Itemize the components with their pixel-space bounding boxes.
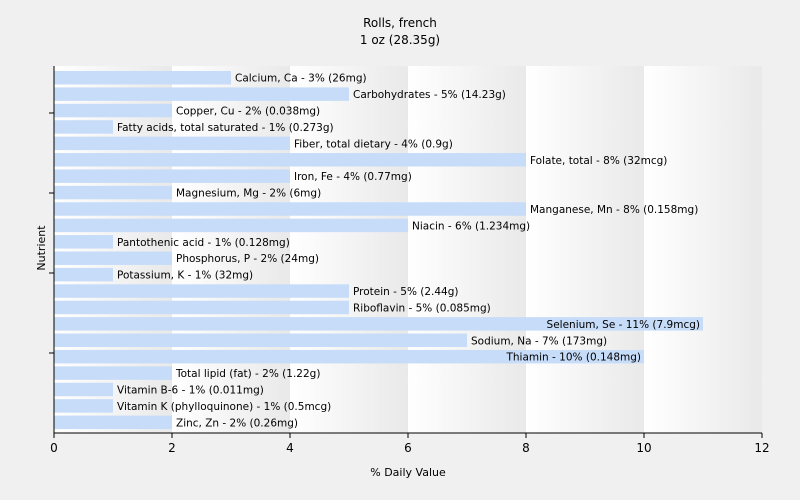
- bar-label: Vitamin K (phylloquinone) - 1% (0.5mcg): [117, 401, 331, 413]
- bar-label: Total lipid (fat) - 2% (1.22g): [175, 368, 320, 380]
- bar-label: Folate, total - 8% (32mcg): [530, 155, 667, 167]
- axes-group: 0 2 4 6 8 10 12: [49, 66, 770, 455]
- bar: [54, 71, 231, 85]
- chart-title: Rolls, french: [363, 16, 437, 30]
- bar: [54, 382, 113, 397]
- bar-label: Selenium, Se - 11% (7.9mcg): [547, 319, 700, 331]
- bar: [54, 349, 644, 364]
- bar-label: Riboflavin - 5% (0.085mg): [353, 302, 491, 314]
- bar-label: Fiber, total dietary - 4% (0.9g): [294, 138, 453, 150]
- x-tick-label: 12: [754, 441, 769, 455]
- bar: [54, 103, 172, 118]
- bar-label: Copper, Cu - 2% (0.038mg): [176, 106, 320, 118]
- x-tick-label: 8: [522, 441, 530, 455]
- bar: [54, 235, 113, 249]
- bar: [54, 267, 113, 282]
- bar-label: Fatty acids, total saturated - 1% (0.273…: [117, 122, 334, 134]
- bar: [54, 185, 172, 200]
- bar: [54, 153, 526, 167]
- chart-subtitle: 1 oz (28.35g): [360, 33, 440, 47]
- grid-band: [172, 66, 290, 433]
- y-axis-label: Nutrient: [35, 225, 48, 271]
- bar: [54, 120, 113, 134]
- bar: [54, 366, 172, 380]
- x-axis-label: % Daily Value: [370, 466, 446, 479]
- bar: [54, 169, 290, 183]
- bars-group: Calcium, Ca - 3% (26mg) Carbohydrates - 5…: [54, 71, 703, 429]
- bar-label: Protein - 5% (2.44g): [353, 286, 459, 298]
- grid-band: [290, 66, 408, 433]
- bar-label: Vitamin B-6 - 1% (0.011mg): [117, 385, 264, 397]
- grid-band: [644, 66, 762, 433]
- plot-area: [54, 66, 762, 433]
- bar-label: Magnesium, Mg - 2% (6mg): [176, 188, 321, 200]
- bar-label: Calcium, Ca - 3% (26mg): [235, 73, 367, 85]
- bar: [54, 136, 290, 151]
- bar-label: Zinc, Zn - 2% (0.26mg): [176, 417, 298, 429]
- bar-label: Sodium, Na - 7% (173mg): [471, 335, 607, 347]
- bar: [54, 202, 526, 216]
- bar-label: Niacin - 6% (1.234mg): [412, 220, 530, 232]
- bar: [54, 317, 703, 331]
- grid-band: [408, 66, 526, 433]
- x-tick-label: 6: [404, 441, 412, 455]
- bar-label: Iron, Fe - 4% (0.77mg): [294, 171, 412, 183]
- bar: [54, 300, 349, 315]
- bar: [54, 87, 349, 101]
- x-tick-label: 2: [168, 441, 176, 455]
- bar: [54, 251, 172, 265]
- bar-label: Potassium, K - 1% (32mg): [117, 270, 253, 282]
- bar: [54, 218, 408, 233]
- bar-label: Thiamin - 10% (0.148mg): [505, 352, 641, 364]
- bar: [54, 415, 172, 430]
- bar-label: Carbohydrates - 5% (14.23g): [353, 89, 506, 101]
- x-tick-label: 4: [286, 441, 294, 455]
- bar: [54, 333, 467, 348]
- bar-label: Phosphorus, P - 2% (24mg): [176, 253, 319, 265]
- bar-label: Pantothenic acid - 1% (0.128mg): [117, 237, 290, 249]
- bar: [54, 399, 113, 413]
- bar-label: Manganese, Mn - 8% (0.158mg): [530, 204, 698, 216]
- x-tick-label: 10: [636, 441, 651, 455]
- grid-band: [526, 66, 644, 433]
- bar: [54, 284, 349, 298]
- x-tick-label: 0: [50, 441, 58, 455]
